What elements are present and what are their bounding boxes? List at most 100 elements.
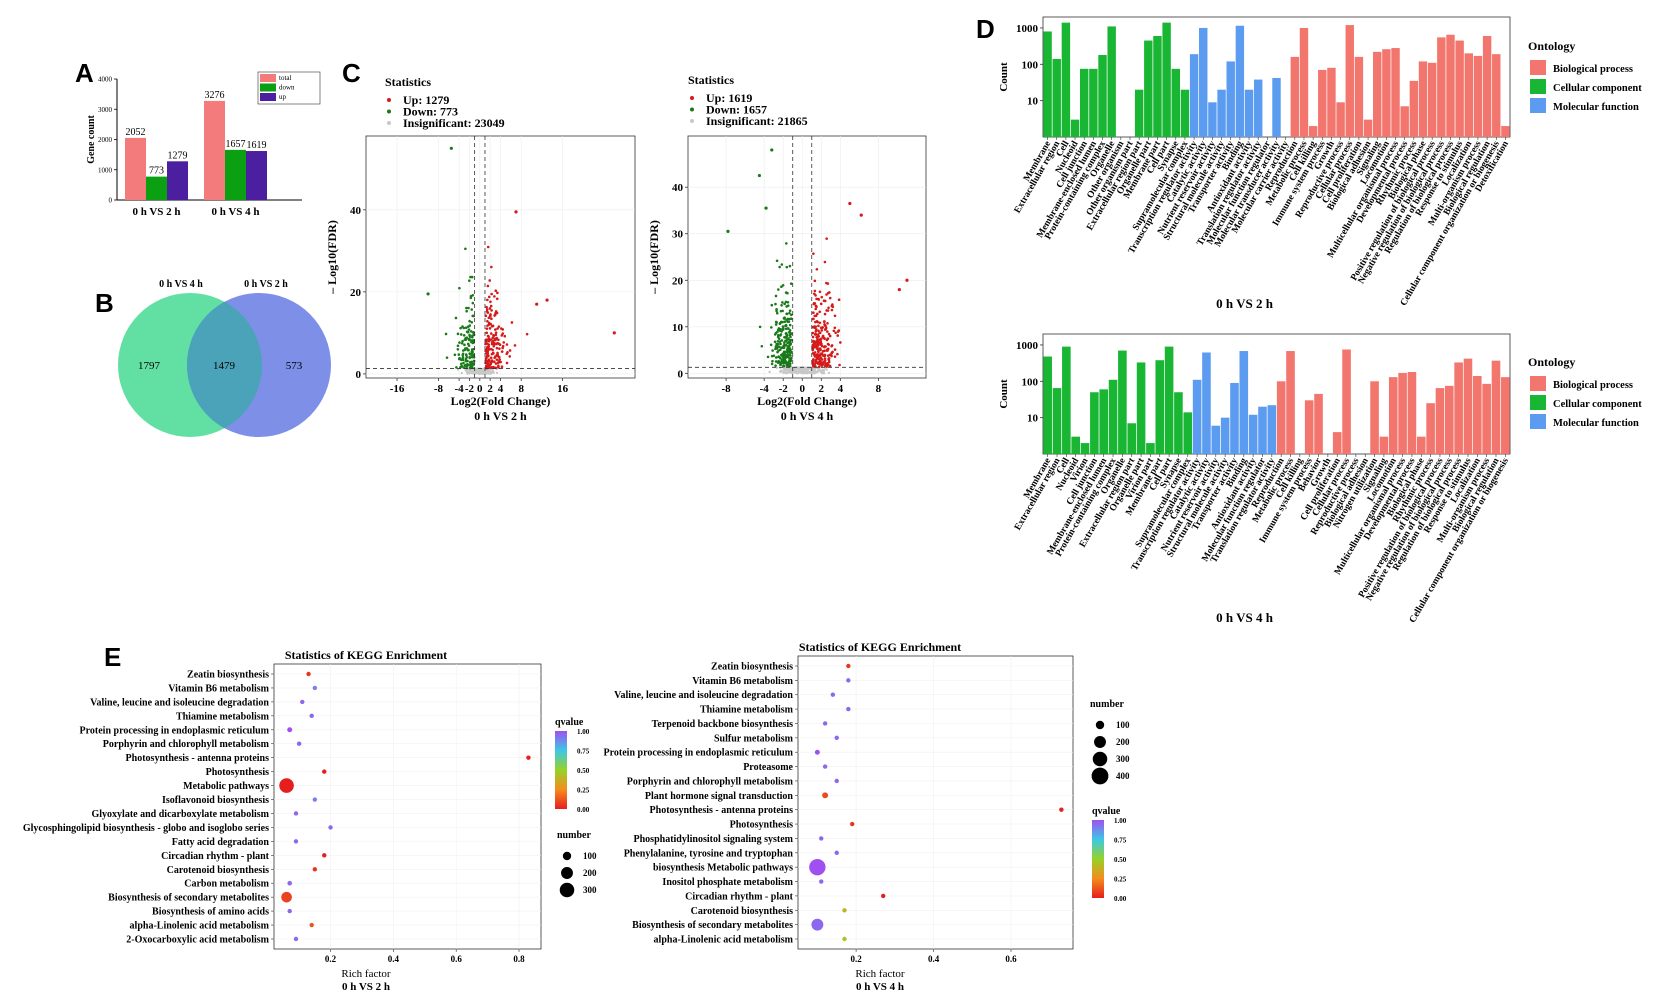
c-point-up xyxy=(493,356,496,360)
c-point-down xyxy=(466,348,469,352)
c-point-down xyxy=(771,359,774,363)
c-point-up xyxy=(823,357,827,360)
a-ytick-label: 4000 xyxy=(98,76,113,84)
c-point-up xyxy=(488,327,492,330)
d-legend-swatch xyxy=(1530,414,1546,429)
e-bubble xyxy=(846,706,851,712)
c-point-down xyxy=(465,336,469,339)
c-point-up xyxy=(827,332,831,336)
a-ylabel: Gene count xyxy=(86,115,97,164)
e-size-title: number xyxy=(557,830,591,841)
panel-e-kegg-4h: Zeatin biosynthesis Vitamin B6 metabolism… xyxy=(604,640,1130,993)
e-title: Statistics of KEGG Enrichment xyxy=(285,648,447,662)
e-xtick-label: 0.2 xyxy=(325,954,337,964)
c-point-up xyxy=(502,341,506,344)
c-point-down xyxy=(790,350,793,354)
e-term-label: Biosynthesis of secondary metabolites xyxy=(108,893,269,904)
c-point-up xyxy=(508,355,512,358)
c-point-up xyxy=(497,365,500,369)
c-point-down xyxy=(462,334,466,337)
d-bar xyxy=(1398,372,1407,454)
c-point-up xyxy=(497,360,501,363)
c-point-up xyxy=(823,312,827,316)
c-point-up xyxy=(814,333,818,336)
c-xtick-label: -8 xyxy=(721,383,731,395)
e-colorbar-label: 0.00 xyxy=(1114,895,1127,903)
d-bar xyxy=(1183,412,1193,454)
c-point-down xyxy=(774,356,778,359)
c-point-insig xyxy=(793,371,797,374)
venn-right-only: 573 xyxy=(286,360,303,372)
d-subtitle: 0 h VS 2 h xyxy=(1216,296,1274,311)
e-term-label: Carotenoid biosynthesis xyxy=(167,865,269,876)
c-point-down xyxy=(780,346,783,350)
c-point-up xyxy=(493,338,497,342)
c-point-insig xyxy=(491,369,494,373)
c-xtick-label: 2 xyxy=(819,383,825,395)
c-point-up xyxy=(495,336,499,340)
e-term-label: biosynthesis Metabolic pathways xyxy=(653,863,793,874)
c-point-insig xyxy=(481,371,484,374)
c-point-up xyxy=(487,316,491,320)
c-xtick-label: 8 xyxy=(518,383,524,395)
d-bar xyxy=(1146,443,1155,454)
d-bar xyxy=(1171,68,1180,137)
e-bubble xyxy=(312,797,318,802)
c-point-down xyxy=(459,326,462,330)
e-xtick-label: 0.2 xyxy=(850,954,862,964)
c-point-down xyxy=(786,301,790,304)
c-point-up xyxy=(494,331,498,334)
c-point-up xyxy=(501,332,505,335)
c-point-up xyxy=(832,329,836,333)
c-point-down xyxy=(453,353,457,357)
c-point-up xyxy=(823,320,826,323)
e-bubble xyxy=(846,678,851,683)
c-point-up xyxy=(814,307,818,311)
c-point-down xyxy=(789,282,793,285)
c-point-insig xyxy=(818,369,822,373)
c-point-up xyxy=(498,347,501,350)
c-point-up xyxy=(834,331,837,335)
c-ytick-label: 20 xyxy=(672,275,684,287)
d-bar xyxy=(1080,443,1090,454)
c-point-up xyxy=(485,308,489,311)
d-bar xyxy=(1162,22,1171,137)
e-term-label: Valine, leucine and isoleucine degradati… xyxy=(614,690,793,701)
c-point-extreme xyxy=(545,298,549,302)
d-bar xyxy=(1099,389,1109,454)
c-ytick-label: 40 xyxy=(672,182,684,194)
d-ytick-label: 10 xyxy=(1027,413,1039,425)
c-point-insig xyxy=(790,370,793,373)
c-point-down xyxy=(470,308,474,311)
d-bar xyxy=(1388,377,1398,454)
d-bar xyxy=(1108,379,1118,454)
panel-label-b: B xyxy=(95,288,114,318)
c-point-up xyxy=(490,342,494,346)
c-point-up xyxy=(814,314,818,318)
c-point-up xyxy=(815,267,819,271)
panel-e-kegg-2h: Zeatin biosynthesis Vitamin B6 metabolism… xyxy=(23,648,597,993)
c-point-insig xyxy=(488,371,492,374)
d-bar xyxy=(1308,126,1318,137)
c-point-down xyxy=(444,332,448,336)
c-point-down xyxy=(776,360,780,364)
e-colorbar xyxy=(555,731,567,809)
d-bar xyxy=(1276,381,1286,454)
c-point-down xyxy=(774,294,778,298)
e-bubble xyxy=(287,727,293,733)
c-legend-marker xyxy=(387,98,391,102)
e-size-marker xyxy=(562,851,572,861)
e-bubble xyxy=(300,699,305,705)
e-colorbar-label: 0.50 xyxy=(577,767,590,775)
d-bar xyxy=(1314,393,1323,454)
c-point-up xyxy=(525,332,529,336)
c-point-down xyxy=(469,275,472,279)
c-point-down xyxy=(782,341,786,344)
c-point-down xyxy=(462,361,465,365)
c-point-down xyxy=(786,304,790,307)
c-point-down xyxy=(782,344,785,348)
c-point-up xyxy=(501,328,505,331)
c-point-up xyxy=(830,354,833,358)
e-bubble xyxy=(850,821,855,827)
e-bubble xyxy=(822,764,828,769)
